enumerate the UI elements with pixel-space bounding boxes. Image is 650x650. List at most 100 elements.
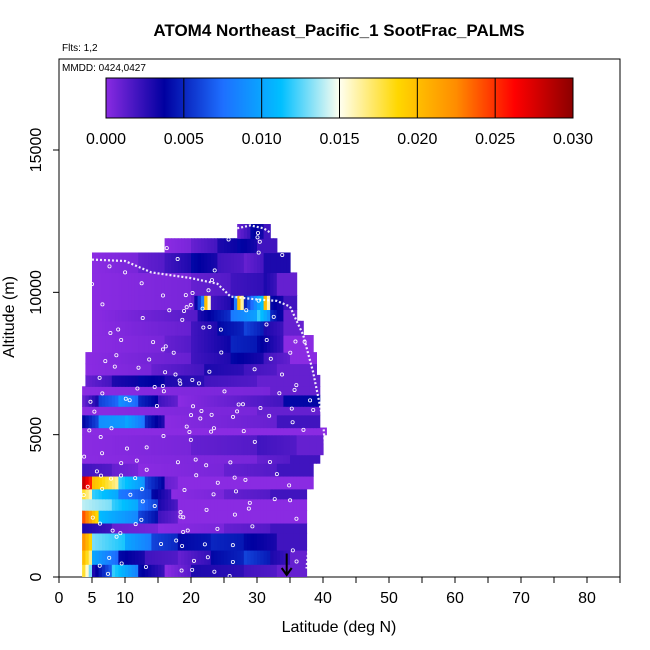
heatmap-cell: [224, 374, 228, 387]
heatmap-cell: [293, 394, 298, 407]
heatmap-cell: [224, 488, 228, 500]
heatmap-cell: [253, 272, 258, 296]
heatmap-cell: [154, 374, 159, 387]
heatmap-cell: [161, 320, 166, 336]
heatmap-cell: [233, 374, 238, 387]
heatmap-cell: [257, 498, 261, 511]
heatmap-cell: [101, 549, 106, 565]
heatmap-cell: [111, 363, 116, 376]
heatmap-cell: [131, 549, 136, 565]
heatmap-cell: [148, 498, 152, 511]
heatmap-cell: [313, 386, 317, 396]
heatmap-cell: [316, 414, 321, 429]
heatmap-cell: [111, 309, 116, 322]
heatmap-cell: [217, 272, 222, 296]
heatmap-cell: [191, 272, 195, 296]
heatmap-cell: [276, 386, 281, 396]
sample-point: [272, 497, 277, 502]
heatmap-cell: [240, 352, 245, 365]
heatmap-cell: [250, 532, 255, 551]
heatmap-cell: [101, 498, 106, 511]
heatmap-cell: [158, 295, 162, 311]
heatmap-cell: [247, 374, 251, 387]
heatmap-cell: [250, 386, 255, 396]
heatmap-cell: [204, 394, 209, 407]
heatmap-cell: [88, 498, 93, 511]
heatmap-cell: [237, 272, 242, 296]
heatmap-cell: [270, 488, 275, 500]
heatmap-cell: [128, 252, 133, 274]
heatmap-cell: [276, 309, 281, 322]
heatmap-cell: [98, 309, 103, 322]
heatmap-cell: [118, 386, 123, 396]
heatmap-cell: [174, 394, 179, 407]
heatmap-cell: [296, 522, 301, 534]
heatmap-cell: [273, 414, 278, 429]
sample-point: [116, 327, 121, 332]
heatmap-cell: [227, 295, 232, 311]
heatmap-cell: [171, 295, 176, 311]
heatmap-cell: [270, 454, 275, 464]
heatmap-cell: [243, 498, 248, 511]
heatmap-cell: [187, 522, 192, 534]
heatmap-cell: [92, 488, 96, 500]
heatmap-cell: [243, 488, 248, 500]
heatmap-cell: [286, 475, 291, 490]
heatmap-cell: [171, 549, 176, 565]
heatmap-cell: [293, 498, 298, 511]
heatmap-cell: [283, 352, 288, 365]
heatmap-cell: [128, 549, 133, 565]
heatmap-cell: [247, 320, 251, 336]
heatmap-cell: [276, 522, 281, 534]
heatmap-cell: [111, 272, 116, 296]
heatmap-cell: [197, 564, 202, 577]
heatmap-cell: [148, 510, 152, 524]
heatmap-cell: [82, 475, 86, 490]
heatmap-cell: [187, 488, 192, 500]
heatmap-cell: [286, 320, 291, 336]
sample-point: [180, 543, 185, 548]
heatmap-cell: [85, 363, 90, 376]
heatmap-cell: [141, 498, 146, 511]
heatmap-cell: [227, 549, 232, 565]
heatmap-cell: [111, 335, 116, 353]
heatmap-cell: [224, 564, 228, 577]
heatmap-cell: [237, 564, 242, 577]
heatmap-cell: [240, 374, 245, 387]
heatmap-cell: [191, 320, 195, 336]
heatmap-cell: [273, 488, 278, 500]
heatmap-cell: [88, 386, 93, 396]
heatmap-cell: [115, 475, 119, 490]
sample-point: [133, 522, 138, 527]
heatmap-cell: [227, 363, 232, 376]
heatmap-cell: [101, 374, 106, 387]
sample-point: [289, 406, 294, 411]
heatmap-cell: [210, 394, 215, 407]
x-tick-label: 30: [248, 590, 266, 607]
heatmap-cell: [105, 532, 110, 551]
heatmap-cell: [299, 386, 304, 396]
heatmap-cell: [184, 532, 189, 551]
heatmap-cell: [299, 549, 304, 565]
colorbar-tick-label: 0.025: [475, 131, 515, 148]
heatmap-cell: [82, 434, 86, 456]
heatmap-cell: [101, 320, 106, 336]
heatmap-cell: [200, 549, 205, 565]
heatmap-cell: [263, 488, 268, 500]
heatmap-cell: [108, 406, 113, 416]
heatmap-cell: [296, 394, 301, 407]
heatmap-cell: [181, 488, 185, 500]
heatmap-cell: [210, 386, 215, 396]
heatmap-cell: [214, 309, 218, 322]
heatmap-cell: [247, 522, 251, 534]
heatmap-cell: [151, 522, 156, 534]
heatmap-cell: [131, 564, 136, 577]
heatmap-cell: [306, 427, 311, 436]
heatmap-cell: [260, 295, 265, 311]
heatmap-cell: [250, 434, 255, 456]
heatmap-cell: [204, 252, 209, 274]
heatmap-cell: [214, 463, 218, 477]
sample-point: [103, 359, 108, 364]
heatmap-cell: [230, 434, 235, 456]
heatmap-cell: [108, 463, 113, 477]
